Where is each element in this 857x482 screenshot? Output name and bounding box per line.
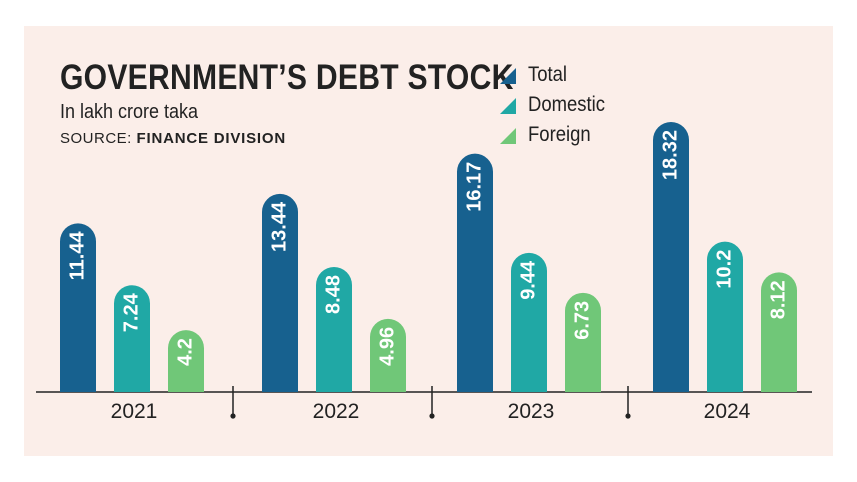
x-tick-label-2022: 2022 bbox=[313, 400, 360, 423]
bar-foreign-2021 bbox=[168, 330, 204, 392]
group-separator-dot-1 bbox=[230, 413, 236, 419]
bar-total-2024 bbox=[653, 122, 689, 392]
chart-title: GOVERNMENT’S DEBT STOCK bbox=[60, 58, 514, 97]
legend-swatch-total-icon bbox=[500, 68, 516, 84]
bar-value-label-domestic-2023: 9.44 bbox=[517, 260, 539, 300]
bar-domestic-2024 bbox=[707, 241, 743, 392]
bar-total-2023 bbox=[457, 153, 493, 392]
legend-item-domestic: Domestic bbox=[497, 90, 616, 120]
bar-value-label-domestic-2021: 7.24 bbox=[120, 292, 142, 332]
bar-value-label-foreign-2023: 6.73 bbox=[571, 301, 593, 340]
source-note: SOURCE: FINANCE DIVISION bbox=[60, 130, 286, 148]
bar-total-2021 bbox=[60, 223, 96, 392]
bar-foreign-2024 bbox=[761, 272, 797, 392]
x-tick-label-2023: 2023 bbox=[508, 400, 555, 423]
bar-foreign-2023 bbox=[565, 292, 601, 392]
legend-swatch-domestic-icon bbox=[500, 98, 516, 114]
bar-value-label-foreign-2024: 8.12 bbox=[767, 280, 789, 319]
bar-total-2022 bbox=[262, 193, 298, 392]
legend: Total Domestic Foreign bbox=[497, 60, 616, 150]
legend-item-total: Total bbox=[497, 60, 616, 90]
bar-value-label-total-2024: 18.32 bbox=[659, 130, 681, 180]
chart-subtitle: In lakh crore taka bbox=[60, 101, 199, 123]
source-prefix: SOURCE: bbox=[60, 130, 137, 147]
legend-label-domestic: Domestic bbox=[528, 93, 606, 116]
bar-domestic-2022 bbox=[316, 267, 352, 392]
legend-label-foreign: Foreign bbox=[528, 123, 591, 146]
legend-item-foreign: Foreign bbox=[497, 120, 616, 150]
bar-value-label-total-2023: 16.17 bbox=[463, 162, 485, 212]
bar-value-label-domestic-2022: 8.48 bbox=[322, 275, 344, 314]
bar-domestic-2023 bbox=[511, 252, 547, 392]
bar-foreign-2022 bbox=[370, 318, 406, 392]
bar-value-label-domestic-2024: 10.2 bbox=[713, 250, 735, 289]
source-name: FINANCE DIVISION bbox=[136, 130, 286, 147]
bar-value-label-foreign-2022: 4.96 bbox=[376, 327, 398, 366]
bar-domestic-2021 bbox=[114, 285, 150, 392]
bar-value-label-total-2021: 11.44 bbox=[66, 231, 88, 281]
group-separator-dot-2 bbox=[429, 413, 435, 419]
x-tick-label-2024: 2024 bbox=[704, 400, 751, 423]
bar-value-label-foreign-2021: 4.2 bbox=[174, 338, 196, 366]
bar-value-label-total-2022: 13.44 bbox=[268, 201, 290, 252]
x-tick-label-2021: 2021 bbox=[111, 400, 158, 423]
chart-panel bbox=[24, 26, 833, 456]
group-separator-dot-3 bbox=[625, 413, 631, 419]
legend-swatch-foreign-icon bbox=[500, 128, 516, 144]
legend-label-total: Total bbox=[528, 63, 568, 86]
